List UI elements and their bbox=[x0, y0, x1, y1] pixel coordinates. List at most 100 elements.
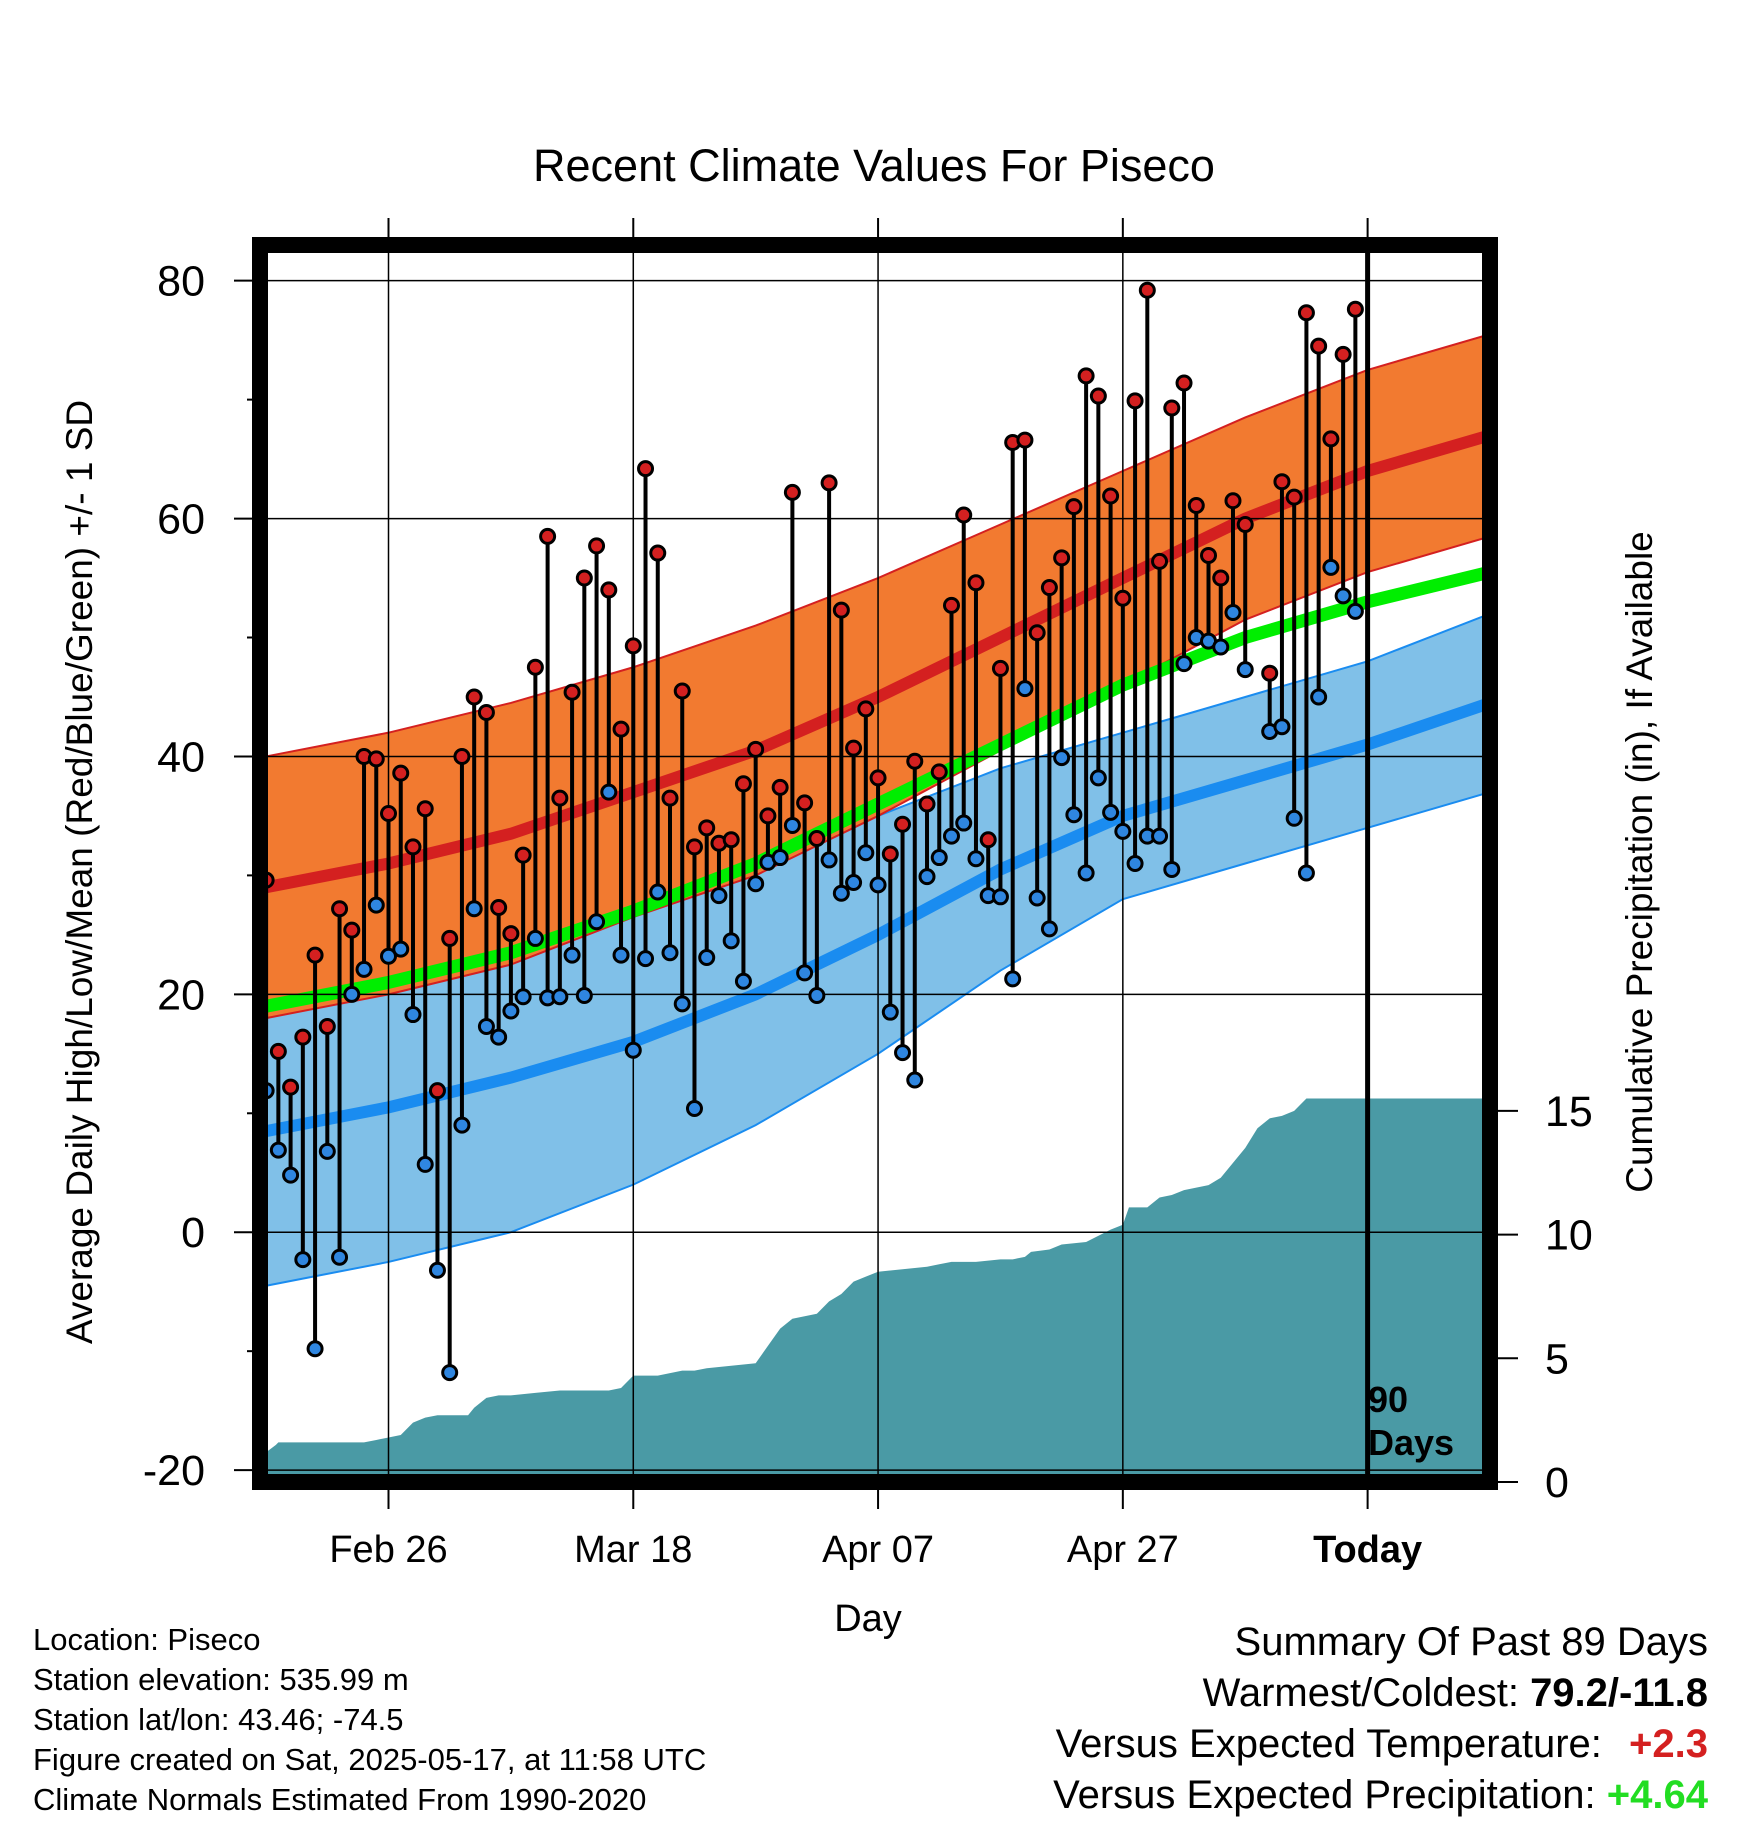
x-tick-label: Today bbox=[1313, 1529, 1422, 1571]
observed-high-point bbox=[1224, 492, 1242, 510]
observed-low-point bbox=[490, 1028, 508, 1046]
observed-high-point bbox=[832, 601, 850, 619]
observed-low-point bbox=[526, 929, 544, 947]
observed-low-point bbox=[1285, 809, 1303, 827]
observed-high-point bbox=[551, 789, 569, 807]
observed-high-point bbox=[367, 750, 385, 768]
observed-high-point bbox=[588, 537, 606, 555]
observed-low-point bbox=[612, 946, 630, 964]
observed-high-point bbox=[600, 581, 618, 599]
observed-low-point bbox=[282, 1166, 300, 1184]
observed-low-point bbox=[722, 932, 740, 950]
observed-high-point bbox=[1261, 664, 1279, 682]
observed-high-point bbox=[673, 682, 691, 700]
temp-anomaly-row: Versus Expected Temperature: +2.3 bbox=[1053, 1719, 1708, 1770]
observed-low-point bbox=[1297, 864, 1315, 882]
observed-low-point bbox=[416, 1155, 434, 1173]
observed-high-point bbox=[685, 838, 703, 856]
observed-low-point bbox=[1346, 602, 1364, 620]
observed-low-point bbox=[551, 988, 569, 1006]
observed-high-point bbox=[1077, 367, 1095, 385]
y-tick-label: 40 bbox=[157, 733, 205, 781]
observed-high-point bbox=[1163, 399, 1181, 417]
observed-low-point bbox=[269, 1141, 287, 1159]
observed-low-point bbox=[404, 1006, 422, 1024]
observed-high-point bbox=[1089, 387, 1107, 405]
observed-low-point bbox=[453, 1116, 471, 1134]
observed-low-point bbox=[343, 985, 361, 1003]
observed-high-point bbox=[942, 596, 960, 614]
observed-low-point bbox=[428, 1261, 446, 1279]
observed-low-point bbox=[894, 1044, 912, 1062]
observed-low-point bbox=[367, 896, 385, 914]
observed-low-point bbox=[294, 1251, 312, 1269]
observed-high-point bbox=[1236, 516, 1254, 534]
observed-low-point bbox=[1273, 718, 1291, 736]
observed-low-point bbox=[796, 964, 814, 982]
warmest-coldest-label: Warmest/Coldest: bbox=[1202, 1671, 1531, 1715]
axes: -20 0 20 40 60 80 Feb 26 Mar 18 Apr 07 Apr 27 Toda… bbox=[143, 218, 1593, 1571]
observed-high-point bbox=[1212, 569, 1230, 587]
x-axis-label: Day bbox=[834, 1598, 902, 1640]
y-tick-label: -20 bbox=[143, 1447, 205, 1495]
observed-high-point bbox=[845, 739, 863, 757]
observed-high-point bbox=[991, 659, 1009, 677]
data-layer bbox=[257, 245, 1371, 1482]
observed-low-point bbox=[747, 875, 765, 893]
observed-low-point bbox=[306, 1340, 324, 1358]
observed-low-point bbox=[820, 851, 838, 869]
latlon-text: Station lat/lon: 43.46; -74.5 bbox=[33, 1702, 404, 1737]
observed-high-point bbox=[453, 747, 471, 765]
observed-high-point bbox=[416, 800, 434, 818]
precip-anomaly-value: +4.64 bbox=[1606, 1773, 1708, 1817]
observed-low-point bbox=[1310, 688, 1328, 706]
observed-low-point bbox=[318, 1142, 336, 1160]
observed-low-point bbox=[624, 1041, 642, 1059]
normals-text: Climate Normals Estimated From 1990-2020 bbox=[33, 1782, 647, 1817]
observed-high-point bbox=[1285, 488, 1303, 506]
today-label-line1: 90 bbox=[1368, 1379, 1408, 1420]
location-text: Location: Piseco bbox=[33, 1622, 261, 1657]
observed-low-point bbox=[734, 972, 752, 990]
observed-low-point bbox=[1028, 889, 1046, 907]
today-label-line2: Days bbox=[1368, 1422, 1454, 1463]
observed-low-point bbox=[1077, 864, 1095, 882]
observed-low-point bbox=[942, 827, 960, 845]
observed-high-point bbox=[269, 1042, 287, 1060]
observed-high-point bbox=[869, 769, 887, 787]
observed-high-point bbox=[1322, 430, 1340, 448]
observed-high-point bbox=[857, 700, 875, 718]
observed-high-point bbox=[404, 838, 422, 856]
observed-high-point bbox=[722, 831, 740, 849]
x-tick-label: Apr 27 bbox=[1067, 1529, 1179, 1571]
observed-low-point bbox=[1212, 638, 1230, 656]
observed-low-point bbox=[465, 900, 483, 918]
observed-low-point bbox=[1065, 806, 1083, 824]
observed-low-point bbox=[1151, 827, 1169, 845]
y2-tick-label: 15 bbox=[1545, 1088, 1593, 1136]
observed-low-point bbox=[906, 1071, 924, 1089]
observed-low-point bbox=[1163, 860, 1181, 878]
observed-low-point bbox=[710, 887, 728, 905]
observed-high-point bbox=[759, 807, 777, 825]
observed-high-point bbox=[661, 789, 679, 807]
observed-low-point bbox=[514, 988, 532, 1006]
observed-high-point bbox=[881, 845, 899, 863]
y2-tick-label: 0 bbox=[1545, 1459, 1569, 1507]
observed-low-point bbox=[600, 783, 618, 801]
observed-high-point bbox=[1187, 496, 1205, 514]
observed-low-point bbox=[1126, 855, 1144, 872]
y2-axis-label: Cumulative Precipitation (in), If Availa… bbox=[1619, 531, 1660, 1193]
observed-low-point bbox=[1016, 680, 1034, 698]
warmest-coldest-row: Warmest/Coldest: 79.2/-11.8 bbox=[1053, 1668, 1708, 1719]
observed-low-point bbox=[832, 884, 850, 902]
observed-high-point bbox=[649, 544, 667, 562]
observed-high-point bbox=[539, 527, 557, 545]
observed-low-point bbox=[441, 1364, 459, 1382]
x-tick-label: Apr 07 bbox=[822, 1529, 934, 1571]
observed-high-point bbox=[575, 569, 593, 587]
observed-low-point bbox=[1040, 920, 1058, 938]
y-tick-label: 80 bbox=[157, 258, 205, 306]
precip-anomaly-row: Versus Expected Precipitation: +4.64 bbox=[1053, 1770, 1708, 1821]
